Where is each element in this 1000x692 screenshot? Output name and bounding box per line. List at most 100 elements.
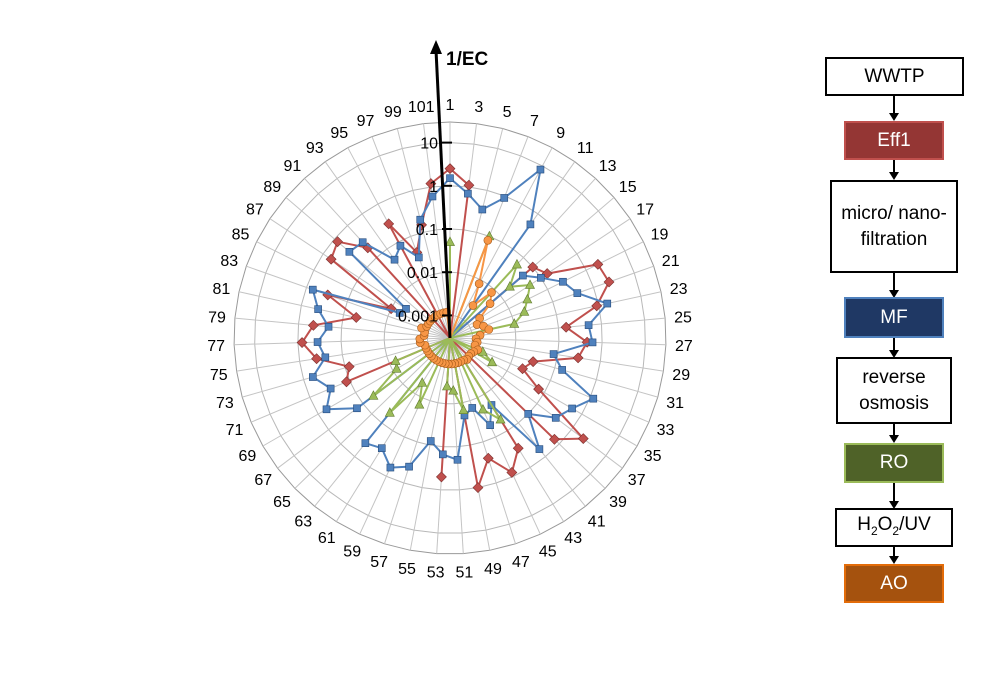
data-point — [537, 273, 545, 282]
spoke-label: 57 — [370, 554, 388, 571]
spoke-labels: 1 3 57911131517192123252729313335373941434… — [207, 97, 693, 582]
data-point — [444, 163, 456, 175]
eff1-label: Eff1 — [877, 129, 911, 151]
spoke-label: 83 — [220, 253, 238, 270]
data-point — [512, 442, 524, 454]
spoke-label: 71 — [226, 422, 244, 439]
grid-spoke — [449, 241, 644, 339]
data-point — [572, 352, 584, 364]
arrow-head-5 — [889, 435, 899, 443]
grid-spoke — [238, 291, 451, 339]
spoke-label: 23 — [670, 281, 688, 298]
spoke-label: 3 — [474, 99, 483, 116]
data-point — [350, 312, 362, 323]
data-point — [308, 285, 317, 294]
data-point — [296, 337, 308, 348]
data-point — [341, 376, 352, 388]
radar-grid — [233, 121, 667, 555]
spoke-label: 19 — [651, 227, 669, 244]
data-point — [446, 174, 454, 183]
data-point — [425, 178, 437, 189]
spoke-label: 89 — [263, 179, 281, 196]
spoke-label: 55 — [398, 561, 416, 578]
grid-ring — [383, 271, 517, 405]
grid-spoke — [396, 128, 451, 339]
spoke-label: 15 — [619, 179, 637, 196]
data-point — [536, 165, 545, 174]
arrow-head-2 — [889, 172, 899, 180]
data-point — [445, 236, 455, 246]
h2o2-uv-label: H2O2/UV — [857, 513, 931, 538]
series-line — [372, 235, 531, 421]
data-point — [325, 253, 337, 265]
series-ro — [368, 230, 536, 424]
spoke-label: 25 — [674, 309, 692, 326]
data-point — [474, 279, 484, 289]
spoke-label: 43 — [564, 530, 582, 547]
data-point — [468, 301, 478, 310]
data-point — [549, 433, 560, 445]
data-point — [313, 338, 322, 346]
spoke-label: 41 — [588, 513, 606, 530]
grid-spoke — [234, 317, 451, 339]
data-point — [526, 220, 535, 229]
data-point — [603, 276, 615, 288]
grid-spoke — [236, 337, 451, 372]
data-point — [478, 205, 487, 214]
mf-label: MF — [880, 306, 908, 328]
grid-spoke — [449, 337, 464, 554]
data-point — [314, 305, 322, 313]
data-point — [453, 455, 462, 464]
h2o2-uv-box: H2O2/UV — [835, 508, 953, 547]
data-point — [426, 437, 435, 445]
data-point — [390, 355, 401, 365]
axis-title: 1/EC — [446, 49, 489, 70]
series-mf — [308, 165, 612, 472]
ro-box: RO — [844, 443, 944, 483]
spoke-label: 63 — [294, 513, 312, 530]
grid-spoke — [256, 241, 451, 339]
data-point — [509, 318, 520, 328]
data-point — [477, 403, 488, 414]
spoke-label: 39 — [609, 494, 627, 511]
spoke-label: 79 — [208, 309, 226, 326]
data-point — [485, 299, 495, 308]
data-point — [558, 366, 566, 374]
data-point — [519, 271, 527, 280]
data-point — [482, 452, 494, 464]
arrow-filtration-mf — [893, 273, 895, 292]
spoke-label: 17 — [636, 202, 654, 219]
spoke-label: 59 — [343, 544, 361, 561]
spoke-label: 81 — [213, 281, 231, 298]
spoke-label: 67 — [254, 472, 272, 489]
grid-spoke — [384, 337, 451, 544]
spoke-label: 1 — [446, 97, 455, 114]
data-point — [311, 353, 323, 365]
ro-label: RO — [879, 452, 909, 473]
spoke-label: 45 — [539, 544, 557, 561]
grid-spoke — [262, 337, 451, 447]
ao-box: AO — [844, 564, 944, 603]
data-point — [589, 394, 598, 403]
data-point — [533, 383, 545, 395]
spoke-label: 69 — [239, 448, 257, 465]
data-point — [384, 407, 395, 417]
spoke-label: 11 — [577, 140, 594, 157]
filtration-label: micro/ nano- filtration — [841, 202, 947, 250]
data-point — [495, 413, 506, 424]
reverse-osmosis-label: reverse osmosis — [859, 366, 929, 414]
grid-ring — [340, 228, 560, 448]
data-point — [504, 281, 515, 291]
reverse-osmosis-box: reverse osmosis — [836, 357, 952, 424]
radar-chart: 1 3 57911131517192123252729313335373941434… — [207, 40, 693, 582]
arrow-head-7 — [889, 556, 899, 564]
data-point — [414, 399, 425, 409]
grid-spoke — [324, 161, 451, 339]
radial-tick-label: 0.01 — [407, 265, 438, 282]
data-point — [309, 373, 317, 381]
grid-spoke — [449, 317, 666, 339]
spoke-label: 95 — [330, 125, 348, 142]
data-point — [402, 305, 410, 313]
spoke-label: 5 — [503, 104, 512, 121]
spoke-label: 97 — [357, 113, 375, 130]
